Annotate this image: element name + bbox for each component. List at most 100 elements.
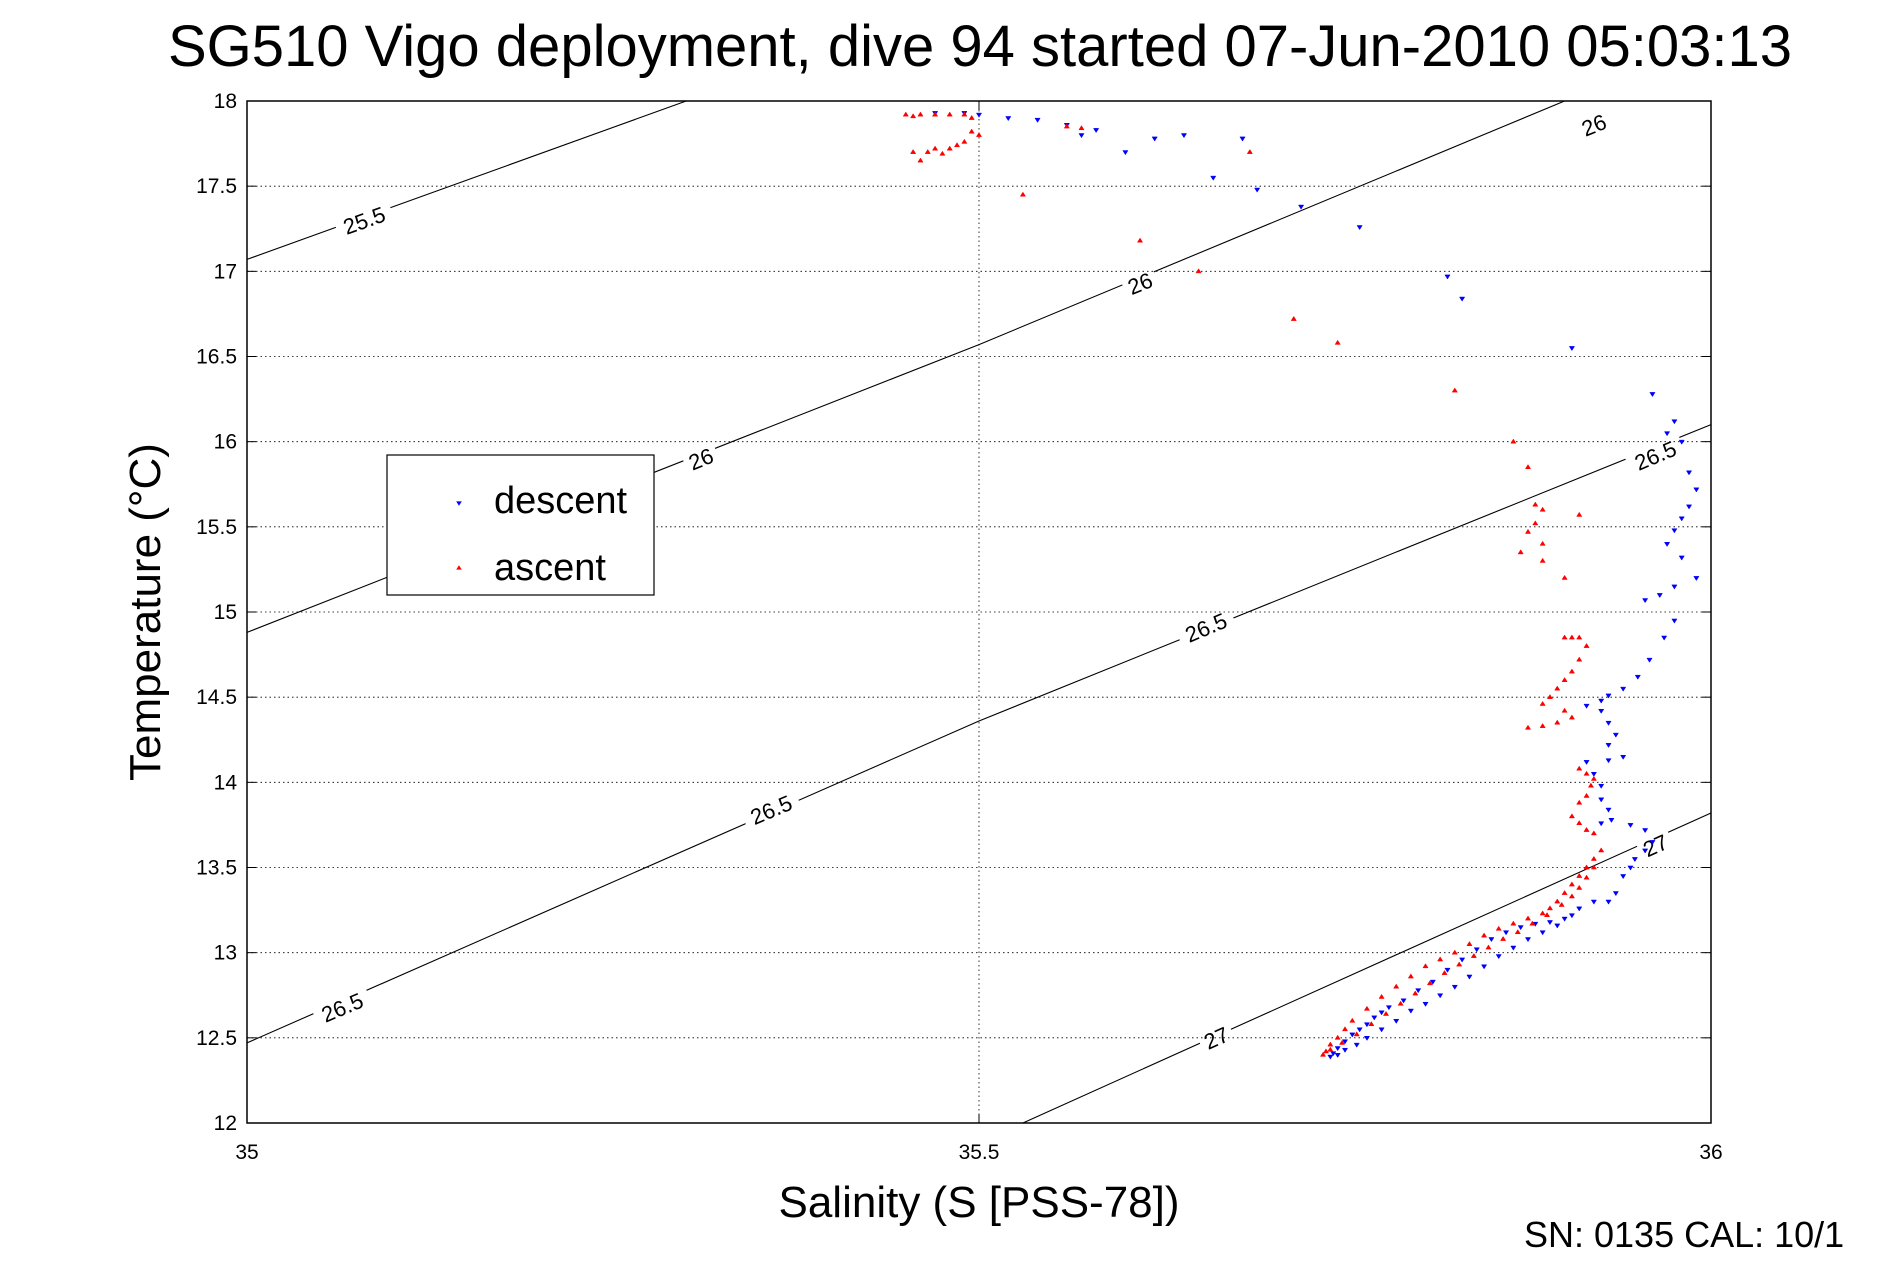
point-ascent [939, 150, 946, 156]
point-ascent [1539, 557, 1546, 563]
x-tick-label: 35.5 [959, 1141, 1000, 1164]
legend-label-ascent: ascent [494, 547, 606, 589]
point-ascent [1495, 925, 1502, 931]
point-descent [1664, 431, 1671, 437]
point-descent [1378, 1010, 1385, 1016]
point-descent [1693, 576, 1700, 582]
point-descent [1605, 758, 1612, 764]
point-ascent [1539, 910, 1546, 916]
point-ascent [1590, 775, 1597, 781]
x-tick-label: 36 [1699, 1141, 1722, 1164]
point-ascent [1510, 920, 1517, 926]
point-descent [1481, 964, 1488, 970]
point-descent [1353, 1042, 1360, 1048]
point-ascent [1290, 315, 1297, 321]
point-ascent [961, 138, 968, 144]
point-ascent [1576, 656, 1583, 662]
point-ascent [1576, 872, 1583, 878]
point-ascent [1136, 237, 1144, 243]
point-ascent [1341, 1026, 1349, 1032]
point-descent [1583, 760, 1590, 765]
legend: descent ascent [386, 454, 655, 596]
point-ascent [1576, 634, 1583, 640]
point-descent [1451, 984, 1458, 990]
point-descent [1539, 930, 1546, 936]
point-descent [1334, 1053, 1341, 1058]
point-descent [1605, 899, 1612, 905]
point-ascent [1558, 901, 1565, 907]
point-ascent [932, 111, 939, 117]
point-ascent [1407, 973, 1414, 979]
point-ascent [1561, 677, 1568, 682]
legend-box [386, 454, 655, 596]
point-descent [1605, 743, 1612, 748]
point-ascent [1583, 792, 1590, 798]
point-descent [1151, 136, 1158, 142]
point-ascent [1466, 941, 1473, 946]
point-descent [1612, 732, 1619, 738]
point-ascent [917, 111, 924, 117]
point-ascent [910, 113, 917, 119]
point-ascent [1576, 765, 1583, 771]
contour-line-26.5 [246, 424, 1712, 1044]
point-descent [1341, 1039, 1349, 1045]
y-tick-label: 16 [214, 431, 237, 454]
point-ascent [1019, 191, 1026, 197]
point-ascent [1524, 528, 1532, 534]
point-descent [1034, 117, 1041, 123]
point-descent [1608, 817, 1615, 823]
point-descent [1605, 720, 1612, 726]
point-ascent [1583, 864, 1590, 870]
point-descent [1122, 150, 1129, 156]
y-tick-label: 18 [214, 90, 237, 113]
point-ascent [910, 149, 917, 154]
point-descent [1598, 708, 1605, 714]
point-descent [1444, 967, 1451, 973]
point-descent [1598, 797, 1605, 803]
y-tick-label: 17 [214, 260, 237, 283]
point-ascent [1063, 123, 1070, 129]
point-descent [1671, 584, 1678, 590]
point-ascent [1576, 820, 1583, 826]
point-descent [1620, 686, 1627, 692]
point-ascent [1378, 993, 1385, 999]
point-ascent [1568, 893, 1575, 899]
point-descent [975, 112, 983, 118]
point-ascent [1363, 1005, 1371, 1011]
point-ascent [1539, 506, 1546, 512]
point-ascent [1561, 707, 1568, 713]
point-descent [1356, 1027, 1363, 1033]
point-descent [1093, 128, 1100, 134]
point-descent [1561, 916, 1568, 922]
point-ascent [1426, 980, 1433, 986]
point-descent [1239, 136, 1246, 142]
legend-label-descent: descent [494, 480, 628, 522]
point-ascent [1554, 898, 1561, 904]
point-descent [1646, 657, 1653, 663]
point-ascent [1539, 700, 1546, 706]
point-descent [1664, 542, 1671, 547]
point-descent [1371, 1015, 1378, 1021]
point-ascent [1568, 634, 1575, 640]
point-ascent [1529, 920, 1536, 926]
point-descent [1627, 865, 1634, 871]
point-ascent [1470, 953, 1477, 958]
point-descent [1363, 1036, 1371, 1041]
point-ascent [1532, 501, 1539, 507]
point-ascent [1561, 574, 1568, 580]
point-descent [1590, 899, 1597, 905]
point-ascent [1078, 125, 1085, 131]
y-tick-label: 14.5 [196, 686, 237, 709]
point-descent [1671, 528, 1678, 534]
axis-ticks: 35 35.5 36 12 12.5 13 13.5 14 14.5 15 15.5 16 16.5 17… [196, 90, 1723, 1164]
point-ascent [1353, 1031, 1360, 1037]
point-ascent [1539, 540, 1546, 546]
point-ascent [1327, 1041, 1334, 1047]
point-descent [1678, 516, 1685, 522]
point-descent [1524, 937, 1532, 943]
point-ascent [1334, 1034, 1341, 1040]
point-ascent [1583, 874, 1590, 880]
point-ascent [1334, 339, 1341, 345]
point-descent [1327, 1054, 1334, 1060]
point-descent [1631, 857, 1638, 863]
